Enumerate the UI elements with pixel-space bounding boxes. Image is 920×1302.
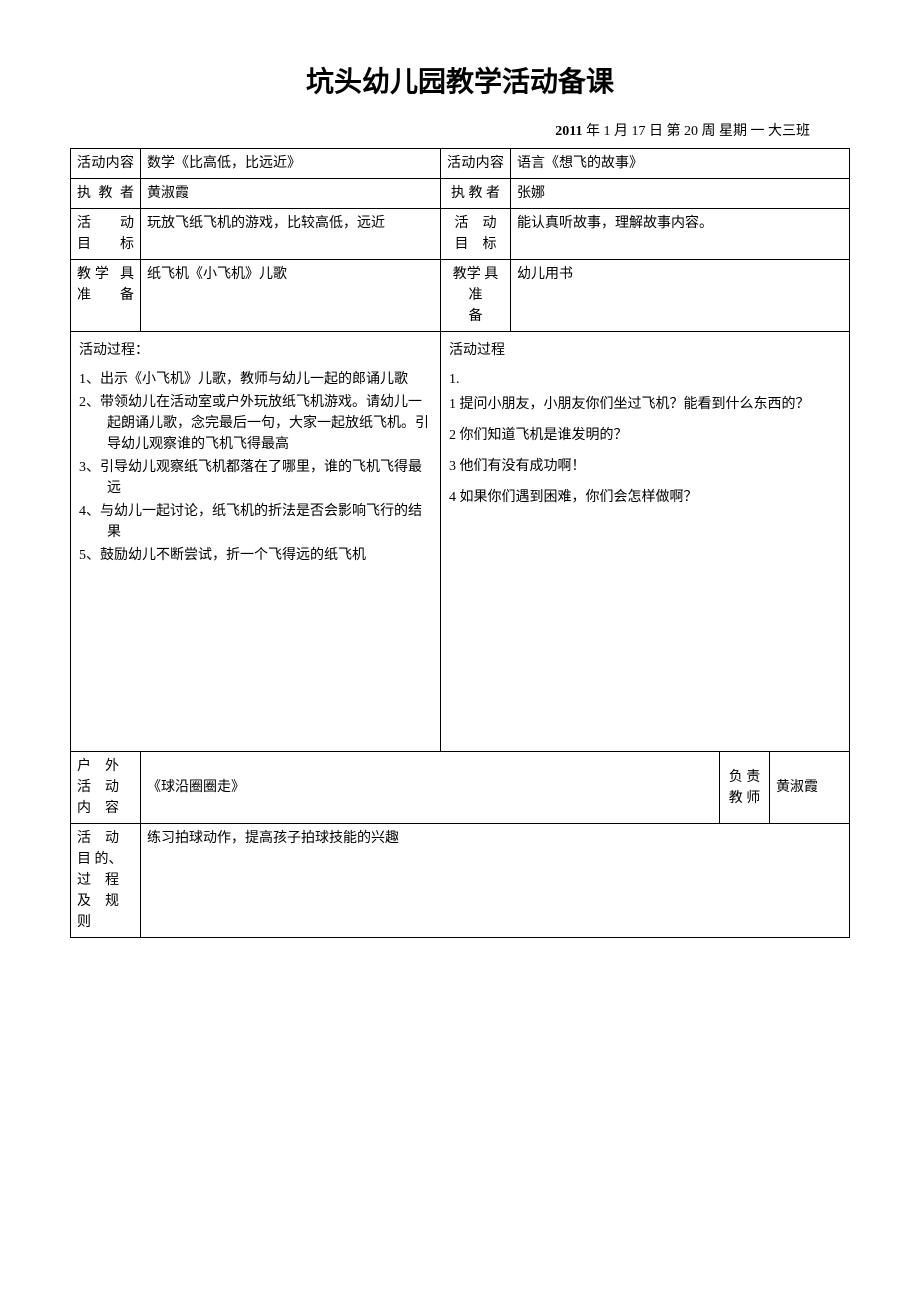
row-goal: 活 动 目 标 玩放飞纸飞机的游戏，比较高低，远近 活 动 目 标 能认真听故事… (71, 209, 850, 260)
outdoor-purpose: 练习拍球动作，提高孩子拍球技能的兴趣 (141, 824, 850, 938)
left-process-4: 4、与幼儿一起讨论，纸飞机的折法是否会影响飞行的结果 (79, 501, 432, 543)
mat-r-line1: 教学 具 准 (447, 264, 504, 306)
left-process-3: 3、引导幼儿观察纸飞机都落在了哪里，谁的飞机飞得最远 (79, 457, 432, 499)
mat-line2: 准 备 (77, 285, 134, 306)
pur-line4: 及 规 (77, 891, 134, 912)
left-process-1: 1、出示《小飞机》儿歌，教师与幼儿一起的郎诵儿歌 (79, 369, 432, 390)
right-process-4: 4 如果你们遇到困难，你们会怎样做啊？ (449, 487, 841, 508)
left-process-2: 2、带领幼儿在活动室或户外玩放纸飞机游戏。请幼儿一起朗诵儿歌，念完最后一句，大家… (79, 392, 432, 455)
right-materials: 幼儿用书 (511, 260, 850, 332)
goal-r-line2: 目 标 (447, 234, 504, 255)
resp-line2: 教 师 (726, 788, 763, 809)
row-process: 活动过程： 1、出示《小飞机》儿歌，教师与幼儿一起的郎诵儿歌 2、带领幼儿在活动… (71, 332, 850, 752)
label-materials-right: 教学 具 准 备 (441, 260, 511, 332)
right-process: 活动过程 1. 1 提问小朋友，小朋友你们坐过飞机？能看到什么东西的？ 2 你们… (441, 332, 850, 752)
out-line1: 户 外 (77, 756, 134, 777)
left-process: 活动过程： 1、出示《小飞机》儿歌，教师与幼儿一起的郎诵儿歌 2、带领幼儿在活动… (71, 332, 441, 752)
label-teacher-right: 执 教 者 (441, 179, 511, 209)
pur-line1: 活 动 (77, 828, 134, 849)
date-line: 2011 年 1 月 17 日 第 20 周 星期 一 大三班 (70, 120, 850, 140)
label-purpose: 活 动 目 的、 过 程 及 规 则 (71, 824, 141, 938)
left-teacher: 黄淑霞 (141, 179, 441, 209)
goal-line1: 活 动 (77, 213, 134, 234)
page-title: 坑头幼儿园教学活动备课 (70, 60, 850, 100)
row-teacher: 执 教 者 黄淑霞 执 教 者 张娜 (71, 179, 850, 209)
row-purpose: 活 动 目 的、 过 程 及 规 则 练习拍球动作，提高孩子拍球技能的兴趣 (71, 824, 850, 938)
row-outdoor: 户 外 活 动 内 容 《球沿圈圈走》 负 责 教 师 黄淑霞 (71, 752, 850, 824)
right-process-3: 3 他们有没有成功啊！ (449, 456, 841, 477)
mat-line1: 教学 具 (77, 264, 134, 285)
label-goal-right: 活 动 目 标 (441, 209, 511, 260)
right-activity-content: 语言《想飞的故事》 (511, 149, 850, 179)
row-activity-content: 活动内容 数学《比高低，比远近》 活动内容 语言《想飞的故事》 (71, 149, 850, 179)
goal-line2: 目 标 (77, 234, 134, 255)
mat-r-line2: 备 (447, 306, 504, 327)
left-activity-content: 数学《比高低，比远近》 (141, 149, 441, 179)
right-process-1: 1 提问小朋友，小朋友你们坐过飞机？能看到什么东西的？ (449, 394, 841, 415)
right-process-header: 活动过程 (449, 340, 841, 361)
out-line2: 活 动 (77, 777, 134, 798)
left-goal: 玩放飞纸飞机的游戏，比较高低，远近 (141, 209, 441, 260)
right-process-0: 1. (449, 369, 841, 390)
out-line3: 内 容 (77, 798, 134, 819)
outdoor-teacher: 黄淑霞 (770, 752, 850, 824)
goal-r-line1: 活 动 (447, 213, 504, 234)
left-process-header: 活动过程： (79, 340, 432, 361)
label-outdoor: 户 外 活 动 内 容 (71, 752, 141, 824)
left-process-5: 5、鼓励幼儿不断尝试，折一个飞得远的纸飞机 (79, 545, 432, 566)
label-materials-left: 教学 具 准 备 (71, 260, 141, 332)
pur-line3: 过 程 (77, 870, 134, 891)
label-goal-left: 活 动 目 标 (71, 209, 141, 260)
pur-line2: 目 的、 (77, 849, 134, 870)
resp-line1: 负 责 (726, 767, 763, 788)
right-teacher: 张娜 (511, 179, 850, 209)
year: 2011 (555, 124, 582, 139)
label-teacher-left: 执 教 者 (71, 179, 141, 209)
lesson-table: 活动内容 数学《比高低，比远近》 活动内容 语言《想飞的故事》 执 教 者 黄淑… (70, 148, 850, 938)
row-materials: 教学 具 准 备 纸飞机《小飞机》儿歌 教学 具 准 备 幼儿用书 (71, 260, 850, 332)
date-text: 年 1 月 17 日 第 20 周 星期 一 大三班 (583, 124, 811, 139)
right-goal: 能认真听故事，理解故事内容。 (511, 209, 850, 260)
label-activity-content-right: 活动内容 (441, 149, 511, 179)
pur-line5: 则 (77, 912, 134, 933)
left-materials: 纸飞机《小飞机》儿歌 (141, 260, 441, 332)
label-activity-content-left: 活动内容 (71, 149, 141, 179)
outdoor-content: 《球沿圈圈走》 (141, 752, 720, 824)
label-responsible: 负 责 教 师 (720, 752, 770, 824)
right-process-2: 2 你们知道飞机是谁发明的？ (449, 425, 841, 446)
